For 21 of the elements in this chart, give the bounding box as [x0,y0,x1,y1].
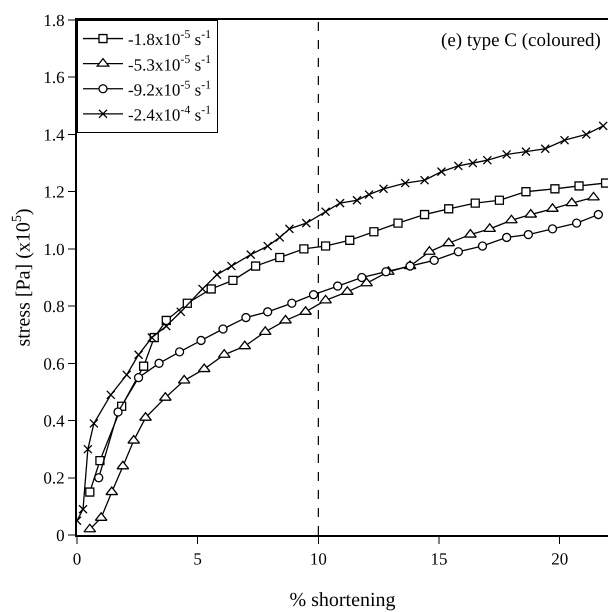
x-tick-label: 15 [430,549,448,568]
x-axis-title: % shortening [289,589,396,611]
x-tick-label: 5 [193,549,202,568]
x-tick-label: 0 [72,549,82,568]
legend-label: -5.3x10$^{-5}$ s$^{-1}$ [128,52,212,74]
text: (e) type C (coloured) [441,30,601,51]
y-tick-label: 1.8 [43,10,65,30]
y-tick-label: 1.6 [43,68,65,88]
legend-label: -2.4x10$^{-4}$ s$^{-1}$ [128,102,212,124]
y-tick-label: 0 [56,526,65,545]
y-tick-label: 1.4 [43,125,66,144]
y-tick-label: 0.6 [43,354,65,374]
legend-label: -1.8x10$^{-5}$ s$^{-1}$ [128,27,212,50]
y-tick-label: 1.2 [43,182,65,202]
y-tick-label: 0.4 [43,412,66,431]
x-tick-label: 20 [551,549,568,568]
legend-label: -9.2x10$^{-5}$ s$^{-1}$ [128,77,212,100]
y-tick-label: 0.8 [43,297,65,316]
y-tick-label: 1.0 [43,240,65,259]
y-tick-label: 0.2 [43,468,65,488]
x-tick-label: 10 [310,549,327,568]
